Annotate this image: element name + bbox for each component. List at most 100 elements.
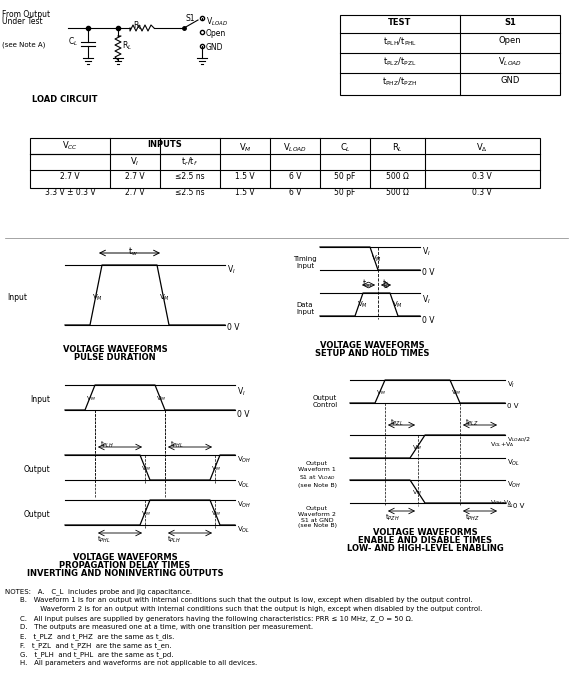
Text: t$_{PZH}$: t$_{PZH}$ [385,513,399,523]
Text: t$_{su}$: t$_{su}$ [363,278,374,290]
Text: t$_h$: t$_h$ [382,278,390,290]
Text: V$_I$: V$_I$ [130,156,140,169]
Text: V$_M$: V$_M$ [392,300,403,310]
Text: INPUTS: INPUTS [148,140,182,149]
Text: GND: GND [500,76,520,85]
Text: V$_M$: V$_M$ [141,464,151,473]
Text: V$_{OH}$: V$_{OH}$ [237,455,251,465]
Text: 500 Ω: 500 Ω [386,172,409,181]
Text: Under Test: Under Test [2,17,42,26]
Text: V$_M$: V$_M$ [357,300,368,310]
Text: t$_{\mathrm{PLZ}}$/t$_{\mathrm{PZL}}$: t$_{\mathrm{PLZ}}$/t$_{\mathrm{PZL}}$ [383,56,417,68]
Text: ≤2.5 ns: ≤2.5 ns [175,188,205,197]
Text: D.   The outputs are measured one at a time, with one transition per measurement: D. The outputs are measured one at a tim… [20,624,313,630]
Text: G.   t_PLH  and t_PHL  are the same as t_pd.: G. t_PLH and t_PHL are the same as t_pd. [20,651,174,658]
Text: 2.7 V: 2.7 V [125,172,145,181]
Text: t$_{\mathrm{PHZ}}$/t$_{\mathrm{PZH}}$: t$_{\mathrm{PHZ}}$/t$_{\mathrm{PZH}}$ [382,76,418,89]
Text: V$_M$: V$_M$ [86,394,96,403]
Text: B.   Waveform 1 is for an output with internal conditions such that the output i: B. Waveform 1 is for an output with inte… [20,597,473,603]
Text: Output
Control: Output Control [312,395,337,408]
Text: V$_I$: V$_I$ [227,263,236,276]
Text: R$_L$: R$_L$ [122,40,132,53]
Text: t$_{PZL}$: t$_{PZL}$ [390,418,403,428]
Bar [340,15,560,95]
Text: From Output: From Output [2,10,50,19]
Text: V$_{LOAD}$/2: V$_{LOAD}$/2 [507,435,531,444]
Text: 0 V: 0 V [227,323,240,332]
Text: E.   t_PLZ  and t_PHZ  are the same as t_dis.: E. t_PLZ and t_PHZ are the same as t_dis… [20,633,174,640]
Text: Input: Input [7,293,27,302]
Text: ≈0 V: ≈0 V [507,503,524,509]
Text: VOLTAGE WAVEFORMS: VOLTAGE WAVEFORMS [73,553,177,562]
Text: Open: Open [206,29,226,38]
Text: V$_\Delta$: V$_\Delta$ [476,141,488,154]
Text: t$_{PHL}$: t$_{PHL}$ [97,535,111,545]
Text: GND: GND [206,43,223,52]
Text: 0 V: 0 V [507,403,519,409]
Text: V$_M$: V$_M$ [141,509,151,518]
Text: V$_M$: V$_M$ [92,293,103,303]
Text: 0 V: 0 V [422,316,434,325]
Text: R$_L$: R$_L$ [133,19,143,32]
Text: V$_{LOAD}$: V$_{LOAD}$ [498,56,522,68]
Text: C.   All input pulses are supplied by generators having the following characteri: C. All input pulses are supplied by gene… [20,615,413,621]
Text: V$_{OH}$-V$_\Delta$: V$_{OH}$-V$_\Delta$ [490,498,513,507]
Text: 6 V: 6 V [289,188,301,197]
Text: 2.7 V: 2.7 V [125,188,145,197]
Text: S1: S1 [185,14,194,23]
Text: VOLTAGE WAVEFORMS: VOLTAGE WAVEFORMS [320,341,425,350]
Text: Output
Waveform 1
S1 at V$_{LOAD}$
(see Note B): Output Waveform 1 S1 at V$_{LOAD}$ (see … [297,461,336,487]
Text: V$_M$: V$_M$ [211,464,221,473]
Text: 0.3 V: 0.3 V [472,172,492,181]
Text: VOLTAGE WAVEFORMS: VOLTAGE WAVEFORMS [372,528,477,537]
Text: V$_M$: V$_M$ [156,394,166,403]
Text: V$_{OL}$: V$_{OL}$ [237,480,250,490]
Text: Waveform 2 is for an output with internal conditions such that the output is hig: Waveform 2 is for an output with interna… [20,606,482,612]
Text: t$_{PHZ}$: t$_{PHZ}$ [465,513,480,523]
Text: V$_{OL}$+V$_\Delta$: V$_{OL}$+V$_\Delta$ [490,440,515,449]
Text: 50 pF: 50 pF [334,172,356,181]
Text: V$_{LOAD}$: V$_{LOAD}$ [283,141,307,154]
Text: TEST: TEST [388,18,411,27]
Text: R$_L$: R$_L$ [391,141,402,154]
Text: F.   t_PZL  and t_PZH  are the same as t_en.: F. t_PZL and t_PZH are the same as t_en. [20,642,172,649]
Text: V$_I$: V$_I$ [422,293,431,305]
Text: Output
Waveform 2
S1 at GND
(see Note B): Output Waveform 2 S1 at GND (see Note B) [297,506,336,529]
Text: INVERTING AND NONINVERTING OUTPUTS: INVERTING AND NONINVERTING OUTPUTS [27,569,223,578]
Text: V$_{OL}$: V$_{OL}$ [507,458,520,468]
Text: t$_{PLZ}$: t$_{PLZ}$ [465,418,479,428]
Text: C$_L$: C$_L$ [68,36,78,49]
Text: V$_M$: V$_M$ [159,293,170,303]
Text: V$_M$: V$_M$ [412,488,422,497]
Text: t$_{PLH}$: t$_{PLH}$ [167,535,181,545]
Text: V$_I$: V$_I$ [422,245,431,257]
Text: PROPAGATION DELAY TIMES: PROPAGATION DELAY TIMES [60,561,191,570]
Text: t$_w$: t$_w$ [128,246,138,259]
Text: 1.5 V: 1.5 V [235,188,255,197]
Text: Input: Input [30,395,50,404]
Text: V$_I$: V$_I$ [237,385,246,397]
Text: Open: Open [499,36,521,45]
Text: V$_{OH}$: V$_{OH}$ [507,480,521,490]
Text: LOAD CIRCUIT: LOAD CIRCUIT [32,95,98,104]
Text: VOLTAGE WAVEFORMS: VOLTAGE WAVEFORMS [62,345,167,354]
Text: V$_M$: V$_M$ [211,509,221,518]
Text: 500 Ω: 500 Ω [386,188,409,197]
Text: V$_M$: V$_M$ [451,388,461,397]
Text: Output: Output [23,465,50,474]
Text: t$_{PHL}$: t$_{PHL}$ [170,440,184,450]
Text: 50 pF: 50 pF [334,188,356,197]
Text: 0.3 V: 0.3 V [472,188,492,197]
Text: (see Note A): (see Note A) [2,42,45,49]
Text: Timing
Input: Timing Input [293,256,317,269]
Text: S1: S1 [504,18,516,27]
Text: H.   All parameters and waveforms are not applicable to all devices.: H. All parameters and waveforms are not … [20,660,257,666]
Text: V$_I$: V$_I$ [507,380,515,390]
Text: Output: Output [23,510,50,519]
Text: ENABLE AND DISABLE TIMES: ENABLE AND DISABLE TIMES [358,536,492,545]
Text: V$_M$: V$_M$ [371,254,382,264]
Text: V$_{OL}$: V$_{OL}$ [237,525,250,536]
Text: V$_{OH}$: V$_{OH}$ [237,500,251,510]
Text: V$_{CC}$: V$_{CC}$ [62,139,78,152]
Text: 3.3 V ± 0.3 V: 3.3 V ± 0.3 V [45,188,95,197]
